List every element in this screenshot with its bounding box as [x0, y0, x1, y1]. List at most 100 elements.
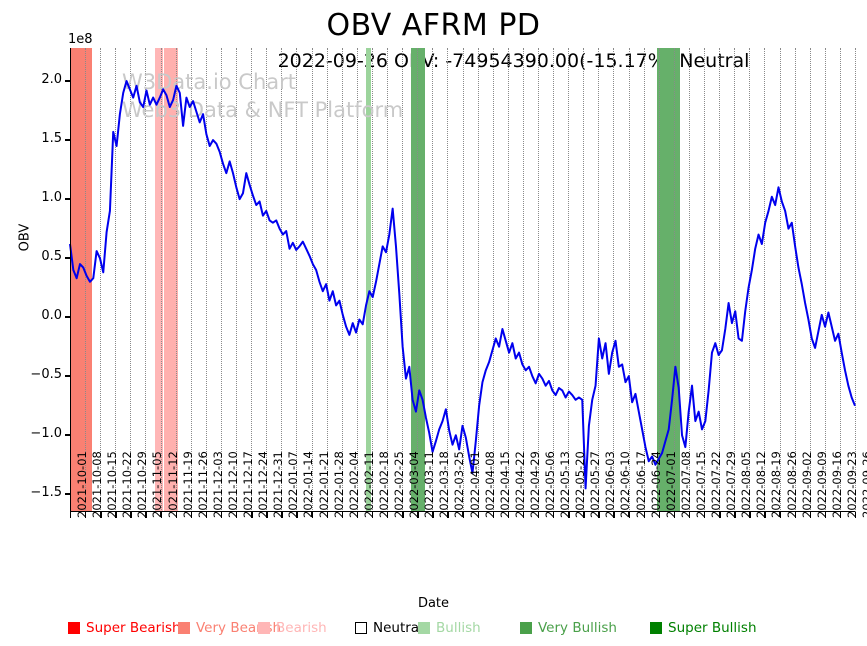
gridline-vertical — [402, 48, 404, 512]
x-axis-tick-label: 2021-12-31 — [271, 451, 286, 518]
legend-swatch — [520, 622, 532, 634]
gridline-vertical — [175, 48, 178, 512]
x-axis-tick — [402, 512, 404, 518]
y-axis-tick-mark — [65, 375, 70, 377]
legend-label: Neutral — [373, 620, 423, 636]
legend-label: Bullish — [436, 620, 481, 636]
x-axis-tick-label: 2022-07-22 — [709, 451, 724, 518]
gridline-vertical — [824, 48, 827, 512]
x-axis-tick — [115, 512, 117, 518]
gridline-vertical — [311, 48, 314, 512]
x-axis-tick-label: 2022-08-12 — [754, 451, 769, 518]
legend-label: Super Bullish — [668, 620, 757, 636]
chart-subtitle: 2022-09-26 OBV: -74954390.00(-15.17%) Ne… — [277, 50, 750, 72]
y-axis-tick-label: 1.0 — [41, 190, 62, 206]
x-axis-tick — [855, 512, 857, 518]
x-axis-tick-label: 2022-05-13 — [558, 451, 573, 518]
y-axis-tick-mark — [65, 434, 70, 436]
legend-label: Bearish — [276, 620, 327, 636]
y-axis-ticks: 2.0 1.5 1.0 0.5 0.0 −0.5 −1.0 −1.5 — [30, 48, 855, 512]
x-axis-tick — [583, 512, 585, 518]
legend-swatch — [418, 622, 430, 634]
legend-item[interactable]: Bullish — [418, 618, 481, 638]
y-axis-tick-mark — [65, 198, 70, 200]
x-axis-tick-label: 2022-07-15 — [693, 451, 708, 518]
x-axis-tick — [145, 512, 147, 518]
y-axis-tick-label: 0.5 — [41, 249, 62, 265]
legend-item[interactable]: Very Bullish — [520, 618, 617, 638]
x-axis-tick — [824, 512, 827, 518]
x-axis-tick — [356, 512, 359, 518]
x-axis-tick-label: 2022-05-06 — [542, 451, 557, 518]
gridline-vertical — [779, 48, 782, 512]
gridline-vertical — [809, 48, 812, 512]
y-axis-tick-label: 2.0 — [41, 72, 62, 88]
x-axis-tick-label: 2022-08-26 — [784, 451, 799, 518]
x-axis-tick — [688, 512, 691, 518]
y-axis-tick-label: −1.5 — [30, 485, 62, 501]
gridline-vertical — [628, 48, 631, 512]
gridline-vertical — [281, 48, 283, 512]
legend-item[interactable]: Super Bearish — [68, 618, 181, 638]
gridline-vertical — [85, 48, 87, 512]
x-axis-tick-label: 2022-09-02 — [799, 451, 814, 518]
gridline-vertical — [507, 48, 510, 512]
x-axis-tick — [205, 512, 208, 518]
x-axis-tick-labels: 2021-10-01 2021-10-08 2021-10-15 2021-10-22… — [70, 451, 867, 604]
y-axis-tick-label: −0.5 — [30, 367, 62, 383]
x-axis-tick-label: 2022-09-23 — [844, 451, 859, 518]
x-axis-tick — [643, 512, 646, 518]
legend-item[interactable]: Super Bullish — [650, 618, 757, 638]
x-axis-tick-label: 2022-06-03 — [603, 451, 618, 518]
gridline-vertical — [553, 48, 555, 512]
gridline-vertical — [371, 48, 374, 512]
x-axis-tick — [281, 512, 283, 518]
gridline-vertical — [190, 48, 193, 512]
gridline-vertical — [251, 48, 253, 512]
gridline-vertical — [220, 48, 223, 512]
x-axis-tick — [553, 512, 555, 518]
x-axis-tick-label: 2021-11-19 — [180, 451, 195, 518]
gridline-vertical — [658, 48, 661, 512]
gridline-vertical — [492, 48, 495, 512]
x-axis-tick — [432, 512, 434, 518]
highlight-band — [164, 48, 179, 512]
x-axis-label: Date — [417, 596, 450, 611]
x-axis-tick — [220, 512, 223, 518]
chart-legend: Super Bearish Very Bearish Bearish Neutral B… — [0, 618, 867, 640]
gridline-vertical — [326, 48, 329, 512]
x-axis-tick-label: 2022-05-27 — [588, 451, 603, 518]
x-axis-tick-label: 2022-02-04 — [346, 451, 361, 518]
x-axis-tick — [70, 512, 72, 518]
legend-item[interactable]: Bearish — [258, 618, 327, 638]
x-axis-tick — [628, 512, 630, 518]
x-axis-tick — [522, 512, 525, 518]
x-axis-tick — [462, 512, 464, 518]
x-axis-tick-label: 2021-12-03 — [210, 451, 225, 518]
x-axis-tick-label: 2022-07-29 — [724, 451, 739, 518]
x-axis-tick-label: 2022-09-26 — [860, 451, 867, 518]
x-axis-tick — [175, 512, 178, 518]
x-axis-tick — [704, 512, 706, 518]
y-axis-tick-mark — [65, 493, 70, 495]
gridline-vertical — [447, 48, 449, 512]
x-axis-tick — [236, 512, 238, 518]
legend-swatch — [355, 622, 367, 634]
gridline-vertical — [583, 48, 585, 512]
gridline-vertical — [387, 48, 389, 512]
y-axis-tick-mark — [65, 80, 70, 82]
x-axis-tick — [130, 512, 132, 518]
x-axis-tick — [85, 512, 87, 518]
legend-swatch — [258, 622, 270, 634]
x-axis-tick-label: 2022-06-24 — [648, 451, 663, 518]
x-axis-tick — [311, 512, 313, 518]
y-axis-tick-label: −1.0 — [30, 426, 62, 442]
gridline-vertical — [462, 48, 465, 512]
legend-item[interactable]: Neutral — [355, 618, 423, 638]
x-axis-tick-label: 2022-02-11 — [361, 451, 376, 518]
x-axis-tick — [719, 512, 721, 518]
x-axis-tick-label: 2022-04-08 — [482, 451, 497, 518]
x-axis-tick-label: 2022-02-25 — [392, 451, 407, 518]
gridline-vertical — [266, 48, 268, 512]
